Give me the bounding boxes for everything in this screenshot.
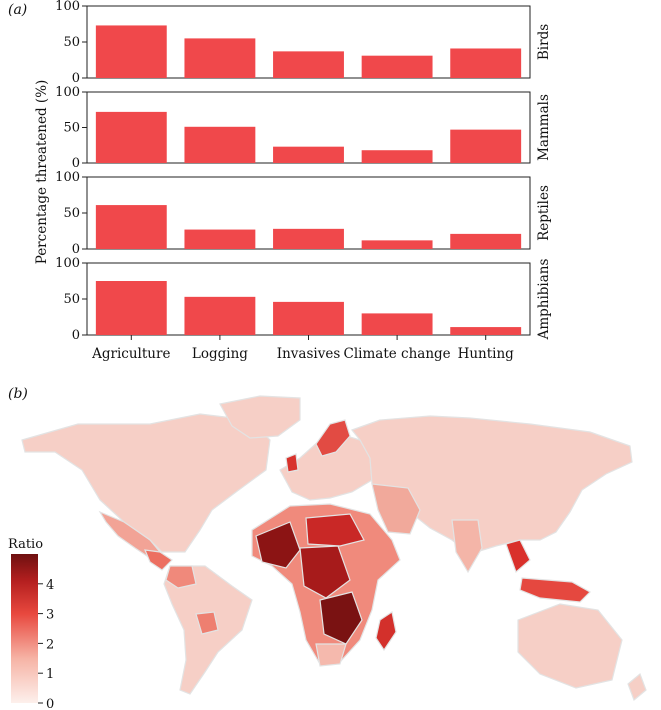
series-label-mammals: Mammals [536,94,552,161]
x-tick-label: Climate change [344,346,451,362]
legend-tick-label: 2 [46,637,54,652]
bar-amphibians-invasives [273,301,344,335]
x-tick-label: Logging [192,346,248,362]
bar-birds-invasives [273,51,344,78]
bar-birds-agriculture [95,25,167,78]
map-asia [351,415,633,555]
x-tick-label: Agriculture [91,346,170,362]
bar-mammals-hunting [450,129,522,163]
y-tick-label: 50 [63,206,80,221]
legend-ticks: 0 1 2 3 4 [38,578,54,710]
y-tick-label: 100 [55,85,80,100]
y-tick-label: 100 [55,170,80,185]
map-east-africa [319,591,363,645]
map-colombia [165,565,197,589]
bar-birds-climate-change [361,55,433,78]
bar-birds-logging [184,38,256,78]
bar-amphibians-agriculture [95,281,167,335]
panel-b-label: (b) [8,386,28,402]
y-tick-label: 0 [72,71,80,86]
series-label-amphibians: Amphibians [536,259,552,341]
map-southeast-asia [505,539,531,574]
map-indonesia [519,577,591,603]
y-tick-label: 100 [55,256,80,271]
map-new-zealand [627,672,647,702]
legend-tick-label: 4 [46,578,54,593]
bar-mammals-invasives [273,146,344,163]
map-sahel [305,513,365,547]
legend-tick-label: 3 [46,608,54,623]
y-tick-label: 50 [63,35,80,50]
bar-amphibians-hunting [450,327,522,335]
bar-birds-hunting [450,48,522,78]
bar-reptiles-hunting [450,233,522,249]
legend-tick-label: 0 [46,697,54,710]
y-tick-label: 50 [63,121,80,136]
world-map [21,395,647,702]
legend-colorbar [11,554,38,703]
bar-chart-panels: 0 50 100 Birds 0 50 100 Mammals 0 50 100 Reptiles 0 5… [55,0,552,362]
map-scandinavia [315,419,351,457]
bar-reptiles-logging [184,229,256,249]
y-tick-label: 0 [72,156,80,171]
map-north-america [21,413,271,553]
map-bolivia [195,611,219,635]
map-australia [517,603,623,689]
bar-mammals-logging [184,126,256,163]
map-central-america [144,549,173,571]
y-tick-label: 100 [55,0,80,14]
map-west-africa [255,521,301,569]
map-south-africa [315,643,347,667]
legend-tick-label: 1 [46,667,54,682]
bar-reptiles-invasives [273,228,344,249]
series-label-reptiles: Reptiles [536,185,552,241]
x-tick-label: Hunting [458,346,515,362]
map-india [451,519,483,574]
bar-reptiles-agriculture [95,205,167,249]
y-tick-label: 0 [72,242,80,257]
panel-a-label: (a) [8,2,27,18]
y-tick-label: 50 [63,292,80,307]
series-label-birds: Birds [536,24,552,60]
bar-reptiles-climate-change [361,240,433,249]
map-middle-east [371,483,421,535]
legend-title: Ratio [8,537,43,552]
map-uk [285,453,299,473]
y-axis-label: Percentage threatened (%) [34,80,50,265]
bar-mammals-agriculture [95,111,167,163]
bar-amphibians-climate-change [361,313,433,335]
map-greenland [219,395,301,439]
x-tick-label: Invasives [277,346,341,362]
map-central-africa [299,545,351,599]
bar-mammals-climate-change [361,150,433,163]
map-madagascar [375,611,397,652]
bar-amphibians-logging [184,296,256,335]
y-tick-label: 0 [72,328,80,343]
